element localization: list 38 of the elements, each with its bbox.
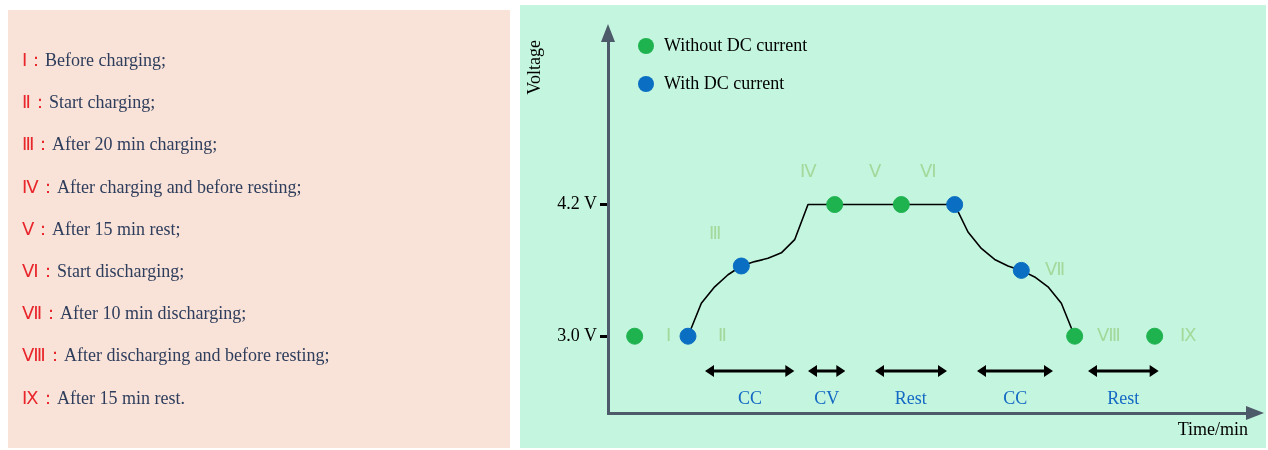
text: Ⅳ：After charging and before resting;: [22, 176, 302, 197]
data-label: Ⅸ: [1180, 324, 1198, 345]
text: Ⅲ：After 20 min charging;: [22, 134, 218, 155]
point: [1012, 261, 1030, 279]
data-label: Ⅵ: [920, 161, 938, 182]
data-label: Ⅲ: [709, 222, 722, 243]
point: [626, 327, 644, 345]
annotation: CV: [814, 387, 840, 408]
text: Ⅷ：After discharging and before resting;: [22, 345, 330, 366]
point: [946, 196, 964, 214]
point: [679, 327, 697, 345]
text: Ⅴ：After 15 min rest;: [22, 218, 181, 239]
x-axis-title: Time/min: [1177, 418, 1248, 439]
y-tick-label: 4.2 V: [557, 193, 597, 214]
legend-label: With DC current: [664, 72, 785, 93]
point: [892, 196, 910, 214]
point: [1066, 327, 1084, 345]
data-label: Ⅶ: [1045, 259, 1066, 280]
annotation: CC: [737, 387, 763, 408]
y-axis-title: Voltage: [523, 40, 544, 95]
point: [732, 257, 750, 275]
text: Ⅸ：After 15 min rest.: [22, 387, 185, 408]
data-label: Ⅱ: [717, 324, 727, 345]
text: Ⅵ：Start discharging;: [22, 261, 185, 281]
annotation: CC: [1003, 387, 1028, 408]
annotation: Rest: [894, 387, 927, 408]
y-tick-label: 3.0 V: [557, 324, 597, 345]
text: Ⅱ：Start charging;: [22, 92, 156, 113]
data-label: Ⅴ: [869, 161, 883, 182]
annotation: Rest: [1107, 387, 1140, 408]
point: [826, 196, 844, 214]
legend-label: Without DC current: [664, 34, 808, 55]
text: Ⅰ：Before charging;: [22, 50, 167, 70]
point: [1146, 327, 1164, 345]
data-label: Ⅰ: [666, 324, 672, 345]
data-label: Ⅷ: [1096, 324, 1121, 345]
text: Ⅶ：After 10 min discharging;: [22, 303, 247, 324]
data-label: Ⅳ: [800, 161, 818, 182]
